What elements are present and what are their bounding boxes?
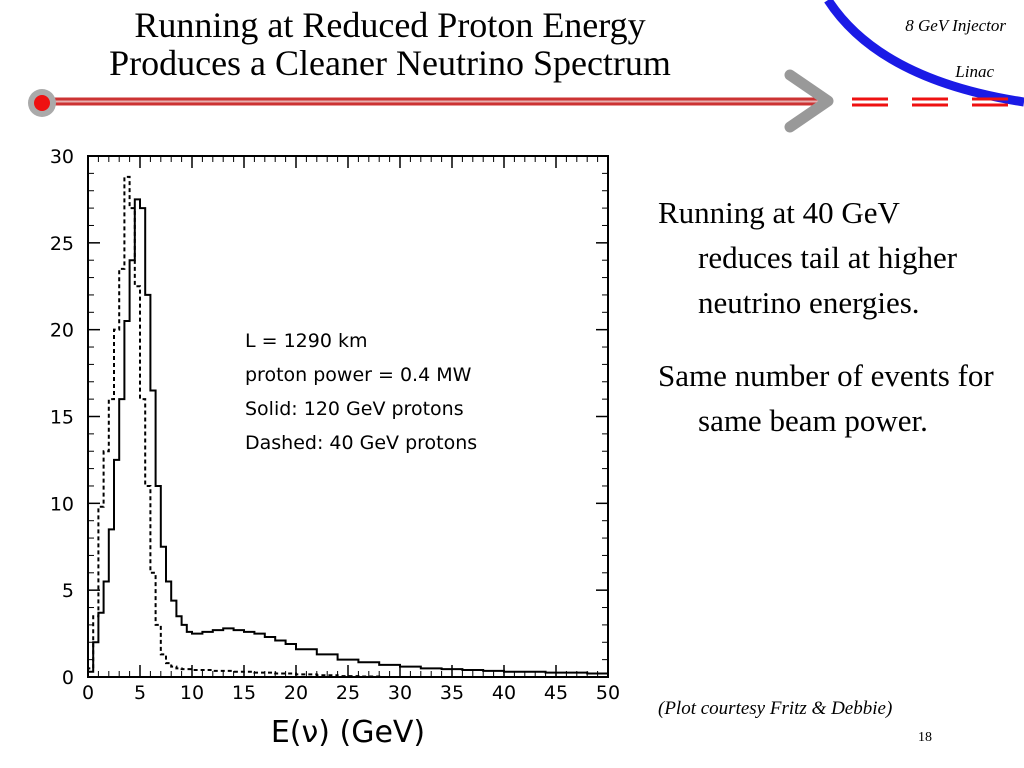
- annotation-3: Solid: 120 GeV protons: [245, 398, 464, 420]
- y-tick-label: 0: [62, 667, 74, 689]
- slide-title: Running at Reduced Proton Energy Produce…: [30, 6, 750, 82]
- axis-ticks: 0 5 10 15 20 25 30 35 40 45 50 0 5 10 15 20 25 30: [50, 146, 620, 704]
- y-tick-label: 25: [50, 233, 74, 255]
- x-tick-label: 0: [82, 682, 94, 704]
- header-graphic: [28, 0, 1024, 133]
- blue-arc: [824, 0, 1024, 107]
- neutrino-spectrum-chart: 0 5 10 15 20 25 30 35 40 45 50 0 5 10 15 20 25 30 L = 129…: [50, 146, 620, 750]
- x-tick-label: 25: [336, 682, 360, 704]
- x-tick-label: 45: [544, 682, 568, 704]
- chevron-right-icon: [784, 69, 834, 133]
- annotation-4: Dashed: 40 GeV protons: [245, 432, 477, 454]
- x-tick-label: 10: [180, 682, 204, 704]
- x-tick-label: 30: [388, 682, 412, 704]
- x-tick-label: 40: [492, 682, 516, 704]
- y-tick-label: 20: [50, 320, 74, 342]
- plot-credit: (Plot courtesy Fritz & Debbie): [658, 698, 893, 719]
- y-tick-label: 15: [50, 407, 74, 429]
- title-line-1: Running at Reduced Proton Energy: [134, 5, 646, 45]
- title-line-2: Produces a Cleaner Neutrino Spectrum: [109, 43, 671, 83]
- x-axis-label: E(ν) (GeV): [271, 715, 425, 750]
- annotation-1: L = 1290 km: [245, 330, 368, 352]
- x-tick-label: 5: [134, 682, 146, 704]
- y-tick-label: 10: [50, 493, 74, 515]
- series-40gev-dashed: [87, 175, 608, 678]
- x-tick-label: 35: [440, 682, 464, 704]
- bullet-2: Same number of events for same beam powe…: [658, 358, 994, 438]
- y-tick-label: 30: [50, 146, 74, 168]
- bullet-1: Running at 40 GeV reduces tail at higher…: [658, 195, 958, 320]
- brand-label-top: 8 GeV Injector: [905, 16, 1006, 35]
- series-group: [87, 175, 608, 678]
- annotation-group: L = 1290 km proton power = 0.4 MW Solid:…: [245, 330, 477, 454]
- rail-dot: [34, 95, 50, 111]
- x-tick-label: 20: [284, 682, 308, 704]
- x-tick-label: 50: [596, 682, 620, 704]
- bullet-list: Running at 40 GeV reduces tail at higher…: [658, 190, 998, 471]
- slide-number: 18: [918, 730, 932, 745]
- series-120gev-solid: [87, 198, 608, 677]
- x-tick-label: 15: [232, 682, 256, 704]
- brand-label-bottom: Linac: [955, 62, 994, 81]
- y-tick-label: 5: [62, 580, 74, 602]
- annotation-2: proton power = 0.4 MW: [245, 364, 472, 386]
